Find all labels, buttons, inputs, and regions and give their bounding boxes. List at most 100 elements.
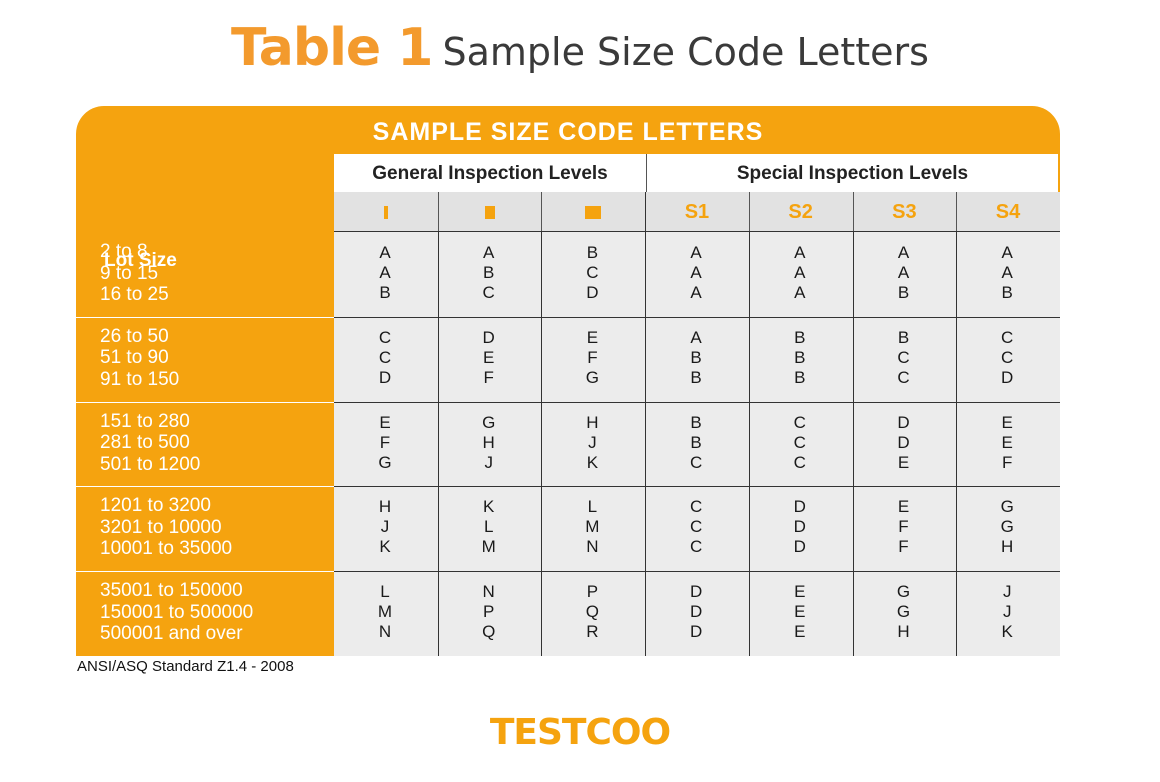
code-letter: C xyxy=(897,347,910,367)
level-header-ii xyxy=(438,192,542,232)
level-header-s4: S4 xyxy=(956,192,1060,232)
code-letter: P xyxy=(483,602,495,622)
code-letter: H xyxy=(482,432,495,452)
column-divider xyxy=(748,232,750,656)
column-divider xyxy=(541,232,543,656)
lot-size-label: 501 to 1200 xyxy=(100,453,201,475)
code-letter: Q xyxy=(482,622,496,642)
code-letter: G xyxy=(896,602,911,622)
code-letter: K xyxy=(586,452,599,472)
code-letter: D xyxy=(793,497,806,517)
code-letter: E xyxy=(794,622,806,642)
code-letter: E xyxy=(897,452,910,472)
code-letter: F xyxy=(379,432,391,452)
code-letter: D xyxy=(1001,367,1014,387)
brand-logo: TESTCOO xyxy=(489,712,671,753)
level-label: S1 xyxy=(684,201,710,223)
row-divider xyxy=(334,316,1060,318)
code-letter: L xyxy=(380,582,390,602)
code-letter: N xyxy=(482,582,495,602)
code-letter: G xyxy=(1000,517,1014,537)
lot-size-label: 1201 to 3200 xyxy=(100,495,211,517)
code-letter: E xyxy=(794,582,806,602)
table-banner: SAMPLE SIZE CODE LETTERS xyxy=(76,106,1060,154)
code-letter: C xyxy=(586,263,599,282)
code-letter: F xyxy=(898,537,909,557)
level-label: S2 xyxy=(788,201,813,223)
level-header-iii xyxy=(541,192,645,232)
code-letter: G xyxy=(896,582,911,602)
code-letter: H xyxy=(586,412,599,432)
code-letter: E xyxy=(1001,412,1013,432)
general-levels-header: General Inspection Levels xyxy=(372,163,608,184)
inspection-group-row: General Inspection Levels Special Inspec… xyxy=(334,154,1060,192)
lot-size-label: 35001 to 150000 xyxy=(100,580,243,602)
code-letter: C xyxy=(793,452,806,472)
code-letter: C xyxy=(897,367,910,387)
code-letter: P xyxy=(586,582,599,602)
level-header-s3: S3 xyxy=(853,192,957,232)
code-letter: A xyxy=(690,263,702,282)
code-letter: C xyxy=(793,432,806,452)
lot-size-label: 3201 to 10000 xyxy=(100,516,222,538)
level-header-s2: S2 xyxy=(749,192,853,232)
code-letter: B xyxy=(1001,283,1013,302)
level-header-s1: S1 xyxy=(645,192,749,232)
code-letter: D xyxy=(793,517,806,537)
code-letter: B xyxy=(690,347,702,367)
code-letter: A xyxy=(794,243,806,262)
code-letter: L xyxy=(587,497,598,517)
header-rule xyxy=(334,231,1060,232)
row-divider xyxy=(334,401,1060,403)
lot-size-group: 26 to 50 51 to 90 91 to 150 xyxy=(100,326,179,391)
code-letter: C xyxy=(689,517,703,537)
lot-divider xyxy=(76,486,334,488)
column-divider xyxy=(852,232,854,656)
special-levels-header: Special Inspection Levels xyxy=(736,163,969,184)
code-letter: G xyxy=(585,367,599,387)
code-letter: J xyxy=(484,452,493,472)
code-letter: B xyxy=(794,327,806,347)
level-label: S3 xyxy=(892,201,917,223)
code-letter: A xyxy=(1001,243,1013,262)
lot-size-label: 91 to 150 xyxy=(100,368,180,390)
lot-size-group: 151 to 280 281 to 500 501 to 1200 xyxy=(100,411,200,476)
code-letter: B xyxy=(690,412,702,432)
code-letter: A xyxy=(897,263,910,282)
level-label: S4 xyxy=(995,201,1021,223)
code-letter: M xyxy=(585,517,600,537)
lot-size-group: 1201 to 3200 3201 to 10000 10001 to 35000 xyxy=(100,495,232,560)
column-divider xyxy=(437,232,439,656)
code-letter: D xyxy=(793,537,806,557)
lot-divider xyxy=(76,316,334,318)
lot-divider xyxy=(76,401,334,403)
code-letter: C xyxy=(378,327,392,347)
roman-numeral-iii xyxy=(585,206,602,220)
code-letter: J xyxy=(380,517,390,537)
code-letter: K xyxy=(1001,622,1013,642)
code-letter: D xyxy=(586,283,599,302)
code-letter: A xyxy=(690,243,702,262)
code-letter: E xyxy=(483,347,495,367)
code-letter: B xyxy=(690,367,702,387)
code-letter: F xyxy=(483,367,494,387)
